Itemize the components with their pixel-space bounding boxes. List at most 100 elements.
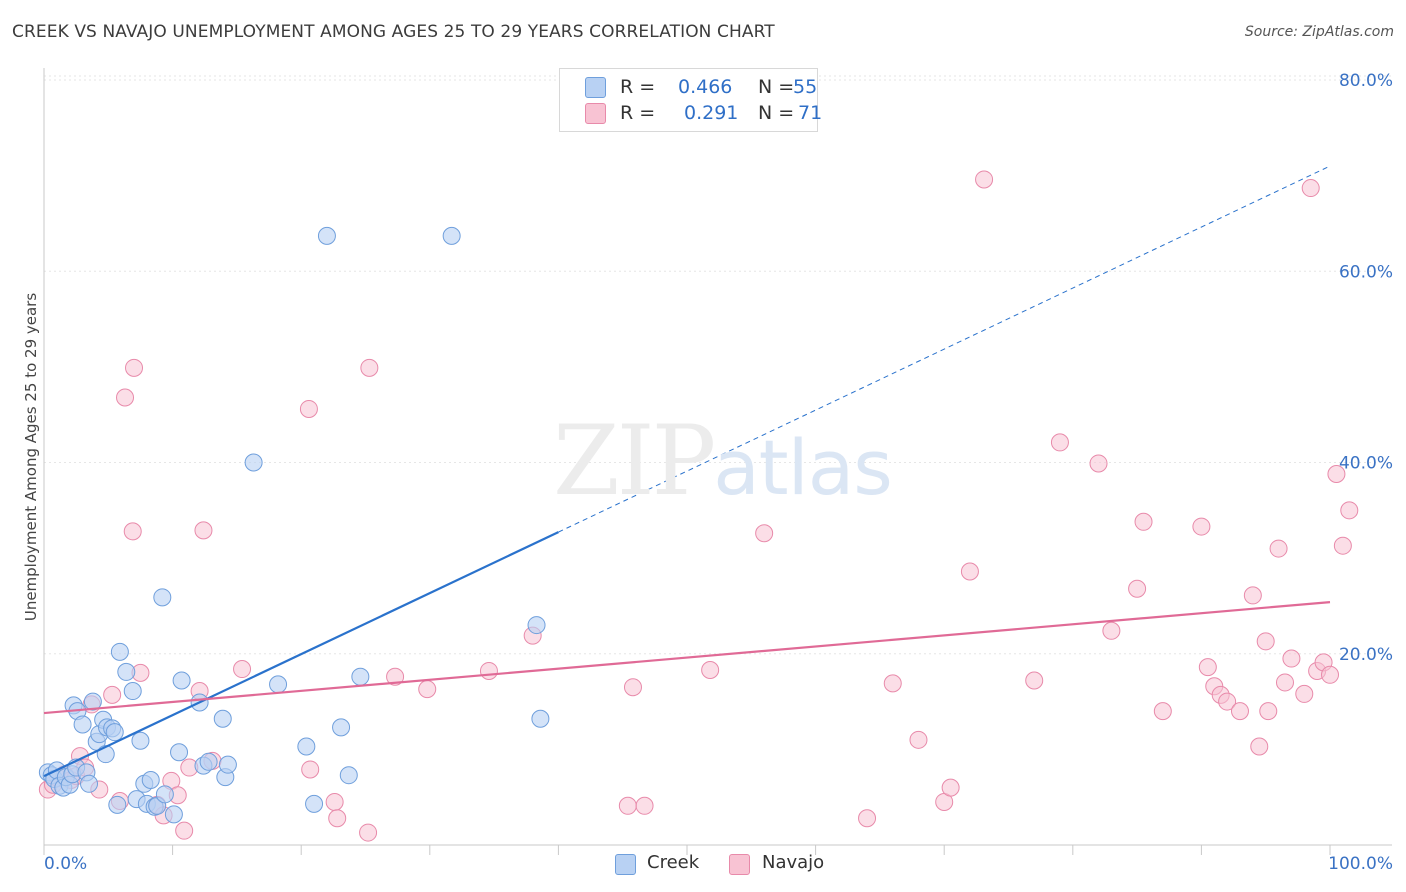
legend-navajo-n-label: N = bbox=[758, 102, 795, 124]
legend-creek-n-label: N = bbox=[758, 76, 795, 98]
creek-point bbox=[305, 794, 324, 813]
navajo-point bbox=[1327, 464, 1346, 483]
navajo-point bbox=[359, 823, 378, 842]
navajo-point bbox=[418, 680, 437, 699]
legend-creek-r-value: 0.466 bbox=[678, 76, 733, 98]
navajo-point bbox=[960, 562, 979, 581]
navajo-point bbox=[175, 821, 194, 840]
y-tick-label: 60.0% bbox=[1339, 262, 1393, 282]
navajo-point bbox=[975, 170, 994, 189]
creek-point bbox=[442, 226, 461, 245]
bottom-legend-creek: Creek bbox=[647, 852, 700, 873]
navajo-point bbox=[1333, 536, 1352, 555]
creek-point bbox=[153, 588, 172, 607]
navajo-point bbox=[1282, 649, 1301, 668]
navajo-point bbox=[479, 661, 498, 680]
navajo-point bbox=[701, 661, 720, 680]
chart-title: CREEK VS NAVAJO UNEMPLOYMENT AMONG AGES … bbox=[12, 22, 775, 42]
creek-point bbox=[213, 709, 232, 728]
creek-point bbox=[527, 616, 546, 635]
y-axis-label: Unemployment Among Ages 25 to 29 years bbox=[22, 292, 40, 622]
tick-labels: 80.0% 60.0% 40.0% 20.0% 0.0% 100.0% bbox=[44, 71, 1393, 874]
navajo-point bbox=[328, 809, 347, 828]
navajo-point bbox=[301, 760, 320, 779]
navajo-point bbox=[194, 521, 213, 540]
creek-point bbox=[170, 743, 189, 762]
navajo-point bbox=[325, 792, 344, 811]
navajo-point bbox=[618, 796, 637, 815]
navajo-point bbox=[360, 358, 379, 377]
navajo-point bbox=[755, 524, 774, 543]
navajo-point bbox=[635, 796, 654, 815]
axes bbox=[43, 68, 1392, 855]
creek-point bbox=[172, 671, 191, 690]
x-tick-label-max: 100.0% bbox=[1328, 854, 1393, 874]
navajo-point bbox=[1230, 702, 1249, 721]
creek-point bbox=[332, 718, 351, 737]
grid-lines bbox=[44, 75, 1392, 655]
navajo-point bbox=[1198, 658, 1217, 677]
creek-point bbox=[317, 226, 336, 245]
watermark-atlas: atlas bbox=[713, 423, 893, 512]
navajo-point bbox=[941, 778, 960, 797]
creek-point bbox=[218, 755, 237, 774]
navajo-point bbox=[1321, 665, 1339, 684]
creek-point bbox=[531, 709, 550, 728]
creek-point bbox=[105, 723, 124, 742]
creek-point bbox=[297, 737, 316, 756]
creek-point bbox=[141, 770, 160, 789]
navajo-point bbox=[1340, 501, 1359, 520]
creek-point bbox=[164, 805, 183, 824]
watermark-zip: ZIP bbox=[553, 405, 716, 517]
navajo-point bbox=[386, 667, 405, 686]
creek-points bbox=[38, 226, 550, 824]
navajo-swatch bbox=[585, 103, 606, 124]
navajo-point bbox=[883, 674, 902, 693]
creek-point bbox=[155, 785, 174, 804]
navajo-point bbox=[123, 522, 142, 541]
bottom-legend-navajo: Navajo bbox=[762, 852, 825, 873]
legend-navajo-r-value: 0.291 bbox=[684, 102, 739, 124]
source-label: Source: ZipAtlas.com bbox=[1244, 24, 1394, 40]
creek-point bbox=[83, 692, 102, 711]
creek-trend-extension bbox=[558, 165, 1331, 533]
creek-point bbox=[244, 453, 263, 472]
navajo-point bbox=[1128, 579, 1147, 598]
navajo-point bbox=[299, 399, 318, 418]
navajo-point bbox=[1259, 702, 1278, 721]
creek-trend-line bbox=[43, 531, 559, 778]
creek-point bbox=[123, 682, 142, 701]
navajo-point bbox=[103, 685, 122, 704]
creek-point bbox=[96, 745, 115, 764]
navajo-point bbox=[1025, 671, 1044, 690]
legend-creek-r-label: R = bbox=[620, 76, 656, 98]
creek-point bbox=[131, 731, 150, 750]
navajo-point bbox=[1218, 692, 1237, 711]
navajo-point bbox=[1089, 454, 1108, 473]
creek-point bbox=[117, 662, 136, 681]
navajo-point bbox=[1050, 433, 1069, 452]
creek-swatch bbox=[585, 77, 606, 98]
x-tick-label-min: 0.0% bbox=[44, 854, 87, 874]
navajo-point bbox=[909, 730, 928, 749]
navajo-point bbox=[1192, 517, 1211, 536]
bottom-legend-navajo-swatch bbox=[729, 854, 750, 875]
creek-point bbox=[351, 667, 370, 686]
creek-point bbox=[269, 675, 288, 694]
creek-point bbox=[110, 642, 129, 661]
navajo-point bbox=[1275, 673, 1294, 692]
creek-point bbox=[108, 795, 127, 814]
navajo-point bbox=[1256, 632, 1275, 651]
legend-navajo-r-label: R = bbox=[620, 102, 656, 124]
navajo-point bbox=[1102, 621, 1121, 640]
navajo-point bbox=[1269, 539, 1288, 558]
creek-point bbox=[73, 715, 92, 734]
y-tick-label: 80.0% bbox=[1339, 71, 1393, 91]
bottom-legend-creek-swatch bbox=[615, 854, 636, 875]
navajo-point bbox=[1134, 512, 1153, 531]
y-tick-label: 40.0% bbox=[1339, 454, 1393, 474]
navajo-point bbox=[1153, 702, 1172, 721]
navajo-trend-line bbox=[43, 601, 1331, 715]
trend-lines bbox=[43, 165, 1331, 778]
